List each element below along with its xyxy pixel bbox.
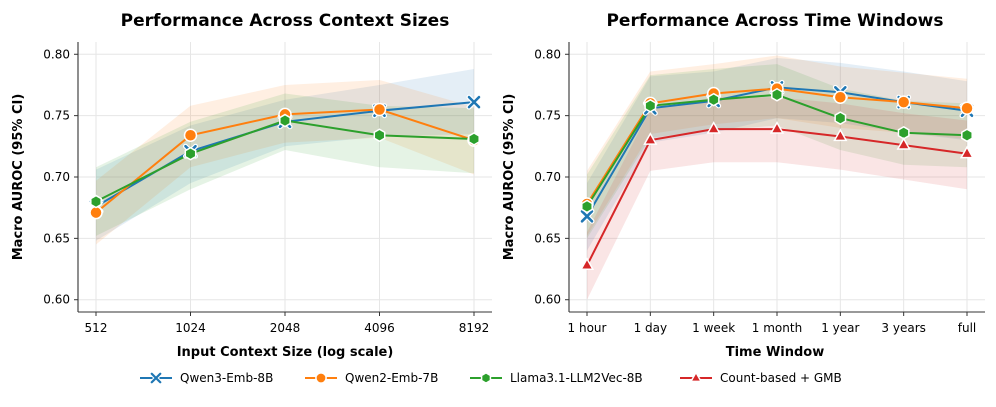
data-point	[771, 87, 783, 102]
data-point	[149, 371, 163, 385]
data-point	[468, 132, 480, 146]
x-tick-label: 3 years	[881, 321, 925, 335]
y-tick-label: 0.70	[43, 170, 70, 184]
data-point	[896, 137, 911, 150]
legend-item-qwen3: Qwen3-Emb-8B	[140, 371, 273, 385]
data-point	[480, 372, 492, 384]
data-point	[769, 121, 785, 134]
x-tick-label: 1 day	[634, 321, 668, 335]
data-point	[90, 194, 102, 209]
x-tick-label: 1 month	[752, 321, 802, 335]
y-tick-label: 0.60	[534, 293, 561, 307]
x-tick-label: 1 hour	[568, 321, 607, 335]
data-point	[372, 102, 387, 117]
legend-item-qwen2: Qwen2-Emb-7B	[305, 371, 438, 385]
y-axis-label: Macro AUROC (95% CI)	[502, 94, 517, 261]
data-point	[896, 95, 911, 109]
x-tick-label: 1024	[175, 321, 206, 335]
data-point	[644, 98, 657, 113]
ci-band	[587, 97, 967, 300]
data-point	[961, 128, 973, 143]
y-tick-label: 0.80	[43, 47, 70, 61]
y-tick-label: 0.65	[43, 231, 70, 245]
data-point	[373, 128, 386, 143]
data-point	[581, 199, 593, 214]
legend-swatch	[305, 372, 337, 384]
y-tick-label: 0.75	[43, 109, 70, 123]
legend: Qwen3-Emb-8B Qwen2-Emb-7B Llama3.1-LLM2V…	[140, 370, 842, 385]
y-axis-label: Macro AUROC (95% CI)	[11, 94, 26, 261]
ci-band	[587, 58, 967, 251]
chart-time-windows: 0.60 0.65 0.70 0.75 0.80 1 hour 1 day 1 week 1 m…	[502, 11, 985, 360]
x-tick-label: 4096	[364, 321, 395, 335]
data-point	[643, 132, 658, 145]
y-tick-label: 0.75	[534, 109, 561, 123]
y-tick-label: 0.60	[43, 293, 70, 307]
legend-label: Qwen3-Emb-8B	[180, 371, 273, 385]
data-point	[579, 208, 595, 224]
legend-item-count-based: Count-based + GMB	[680, 370, 842, 385]
y-tick-label: 0.65	[534, 231, 561, 245]
x-tick-label: 1 week	[692, 321, 735, 335]
data-point	[579, 257, 595, 271]
data-point	[833, 128, 848, 142]
x-tick-label: 8192	[459, 321, 490, 335]
data-point	[279, 113, 291, 128]
x-axis-label: Input Context Size (log scale)	[177, 345, 394, 360]
legend-swatch	[140, 371, 172, 385]
data-point	[960, 101, 974, 116]
y-tick-label: 0.80	[534, 47, 561, 61]
data-point	[707, 92, 720, 107]
data-point	[833, 90, 848, 104]
x-tick-label: full	[958, 321, 977, 335]
legend-swatch	[680, 370, 712, 383]
legend-swatch	[470, 372, 502, 384]
y-tick-label: 0.70	[534, 170, 561, 184]
legend-label: Qwen2-Emb-7B	[345, 371, 438, 385]
ci-band	[96, 80, 474, 245]
legend-label: Count-based + GMB	[720, 371, 842, 385]
legend-label: Llama3.1-LLM2Vec-8B	[510, 371, 643, 385]
data-point	[834, 111, 847, 125]
legend-item-llama: Llama3.1-LLM2Vec-8B	[470, 371, 643, 385]
data-point	[315, 372, 327, 384]
ci-band	[587, 64, 967, 239]
data-point	[897, 125, 910, 140]
data-point	[689, 370, 703, 383]
data-point	[466, 94, 482, 110]
x-tick-label: 512	[85, 321, 108, 335]
data-point	[184, 146, 197, 161]
x-axis-label: Time Window	[726, 345, 825, 360]
x-tick-label: 2048	[270, 321, 301, 335]
chart-title: Performance Across Context Sizes	[121, 11, 450, 31]
data-point	[706, 121, 721, 134]
data-point	[183, 128, 198, 143]
x-tick-label: 1 year	[821, 321, 859, 335]
data-point	[959, 145, 975, 159]
chart-title: Performance Across Time Windows	[606, 11, 943, 31]
